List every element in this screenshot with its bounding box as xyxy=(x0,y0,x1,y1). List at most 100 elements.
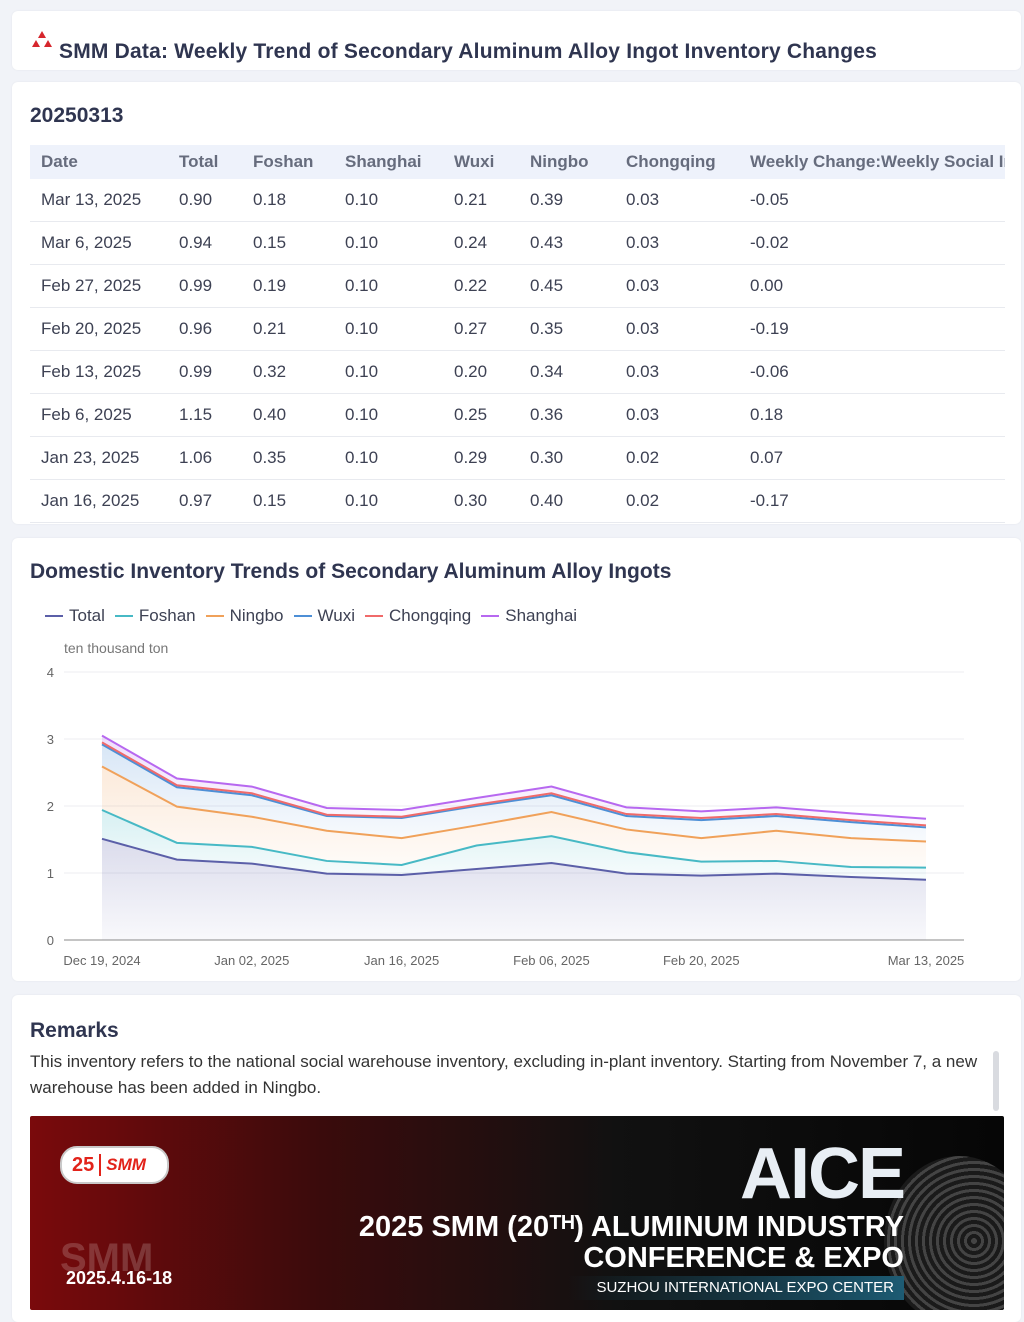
x-tick-label: Dec 19, 2024 xyxy=(63,953,140,968)
table-cell: 0.03 xyxy=(615,264,739,308)
series-line-shanghai xyxy=(101,734,927,820)
legend-label: Wuxi xyxy=(317,606,355,625)
table-cell: -0.06 xyxy=(739,350,1005,394)
banner-smm-logo: 25 SMM xyxy=(60,1146,169,1184)
series-line-wuxi xyxy=(101,743,927,829)
column-header: Date xyxy=(41,152,78,171)
legend-item[interactable]: Total xyxy=(45,606,105,626)
series-line-total xyxy=(101,837,927,881)
y-tick-label: 4 xyxy=(47,665,54,680)
legend-swatch xyxy=(45,615,63,617)
table-cell: Feb 6, 2025 xyxy=(30,393,168,437)
series-line-chongqing xyxy=(101,741,927,827)
table-cell: -0.17 xyxy=(739,479,1005,523)
table-cell: 0.03 xyxy=(615,350,739,394)
table-cell: -0.19 xyxy=(739,307,1005,351)
table-cell: 0.32 xyxy=(242,350,334,394)
table-row: Jan 23, 2025 1.06 0.35 0.10 0.29 0.30 0.02 0.07 xyxy=(30,436,1005,480)
table-cell: 0.03 xyxy=(615,221,739,265)
smm-logo-icon xyxy=(32,31,52,47)
inventory-area-chart: ten thousand ton 0 1 2 3 4 Dec 19, 2024 Jan 02,… xyxy=(47,640,965,968)
y-tick-label: 1 xyxy=(47,866,54,881)
column-header: Foshan xyxy=(253,152,314,171)
legend-swatch xyxy=(481,615,500,617)
banner-venue: SUZHOU INTERNATIONAL EXPO CENTER xyxy=(568,1276,904,1300)
table-cell: 0.25 xyxy=(443,393,519,437)
table-cell: Mar 13, 2025 xyxy=(30,179,168,222)
table-cell: 0.10 xyxy=(334,436,443,480)
banner-watermark: SMM xyxy=(60,1236,154,1280)
area-wuxi xyxy=(102,744,926,842)
table-cell: 0.35 xyxy=(242,436,334,480)
table-cell: 0.10 xyxy=(334,307,443,351)
column-header: Ningbo xyxy=(530,152,589,171)
inventory-table: Date Total Foshan Shanghai Wuxi Ningbo Chongqi… xyxy=(30,145,1005,523)
table-cell: 0.10 xyxy=(334,221,443,265)
y-tick-label: 3 xyxy=(47,732,54,747)
table-cell: 0.10 xyxy=(334,479,443,523)
column-header: Chongqing xyxy=(626,152,716,171)
column-header: Wuxi xyxy=(454,152,495,171)
table-cell: -0.05 xyxy=(739,179,1005,222)
table-cell: 0.40 xyxy=(242,393,334,437)
table-cell: 0.30 xyxy=(443,479,519,523)
chart-title: Domestic Inventory Trends of Secondary A… xyxy=(30,560,672,583)
header-card: SMM Data: Weekly Trend of Secondary Alum… xyxy=(12,11,1021,70)
table-cell: 0.00 xyxy=(739,264,1005,308)
table-row: Feb 20, 2025 0.96 0.21 0.10 0.27 0.35 0.03 -0.1… xyxy=(30,307,1005,351)
table-cell: 0.07 xyxy=(739,436,1005,480)
legend-item[interactable]: Ningbo xyxy=(205,606,284,626)
table-cell: 0.34 xyxy=(519,350,615,394)
table-row: Jan 16, 2025 0.97 0.15 0.10 0.30 0.40 0.02 -0.1… xyxy=(30,479,1005,523)
banner-headline: AICE xyxy=(739,1134,906,1214)
table-row: Feb 13, 2025 0.99 0.32 0.10 0.20 0.34 0.03 -0.0… xyxy=(30,350,1005,394)
column-header: Total xyxy=(179,152,219,171)
table-row: Feb 27, 2025 0.99 0.19 0.10 0.22 0.45 0.03 0.00 xyxy=(30,264,1005,308)
legend-swatch xyxy=(205,615,224,617)
table-cell: 0.40 xyxy=(519,479,615,523)
table-cell: 0.30 xyxy=(519,436,615,480)
table-cell: 1.06 xyxy=(168,436,242,480)
table-cell: 0.97 xyxy=(168,479,242,523)
banner-line1: 2025 SMM (20ᵀᴴ) ALUMINUM INDUSTRY xyxy=(358,1211,904,1243)
series-line-ningbo xyxy=(101,765,927,843)
table-row: Mar 6, 2025 0.94 0.15 0.10 0.24 0.43 0.03 -0.02 xyxy=(30,221,1005,265)
legend-item[interactable]: Chongqing xyxy=(364,606,472,626)
table-cell: 0.39 xyxy=(519,179,615,222)
table-cell: 0.21 xyxy=(242,307,334,351)
table-cell: 0.15 xyxy=(242,479,334,523)
table-cell: 0.90 xyxy=(168,179,242,222)
remarks-scrollbar[interactable] xyxy=(993,1051,999,1111)
banner-logo-divider xyxy=(99,1154,102,1176)
table-cell: 0.03 xyxy=(615,393,739,437)
y-axis-unit-label: ten thousand ton xyxy=(64,640,168,656)
table-cell: Feb 20, 2025 xyxy=(30,307,168,351)
remarks-card: Remarks This inventory refers to the nat… xyxy=(12,995,1021,1322)
x-tick-label: Mar 13, 2025 xyxy=(888,953,965,968)
legend-swatch xyxy=(364,615,383,617)
table-cell: 0.20 xyxy=(443,350,519,394)
banner-line2: CONFERENCE & EXPO xyxy=(583,1242,904,1274)
table-body: Mar 13, 2025 0.90 0.18 0.10 0.21 0.39 0.03 -0.0… xyxy=(30,179,1005,523)
table-cell: Jan 23, 2025 xyxy=(30,436,168,480)
legend-item[interactable]: Shanghai xyxy=(481,606,577,626)
series-line-foshan xyxy=(101,809,927,869)
x-tick-label: Jan 16, 2025 xyxy=(364,953,439,968)
area-total xyxy=(102,838,926,940)
legend-item[interactable]: Foshan xyxy=(114,606,196,626)
inventory-table-card: 20250313 Date Total Foshan Shanghai Wuxi Ning… xyxy=(12,82,1021,524)
table-cell: 1.15 xyxy=(168,393,242,437)
table-cell: Jan 16, 2025 xyxy=(30,479,168,523)
table-cell: 0.24 xyxy=(443,221,519,265)
table-cell: 0.10 xyxy=(334,264,443,308)
table-header-row: Date Total Foshan Shanghai Wuxi Ningbo Chongqi… xyxy=(30,145,1005,179)
table-cell: Feb 27, 2025 xyxy=(30,264,168,308)
table-cell: 0.45 xyxy=(519,264,615,308)
legend-swatch xyxy=(293,615,312,617)
conference-banner[interactable]: 25 SMM SMM 2025.4.16-18 AICE 2025 SMM (2… xyxy=(30,1116,1004,1310)
legend-label: Foshan xyxy=(138,606,196,625)
y-tick-label: 2 xyxy=(47,799,54,814)
legend-item[interactable]: Wuxi xyxy=(293,606,355,626)
y-tick-label: 0 xyxy=(47,933,54,948)
legend-label: Chongqing xyxy=(388,606,472,625)
